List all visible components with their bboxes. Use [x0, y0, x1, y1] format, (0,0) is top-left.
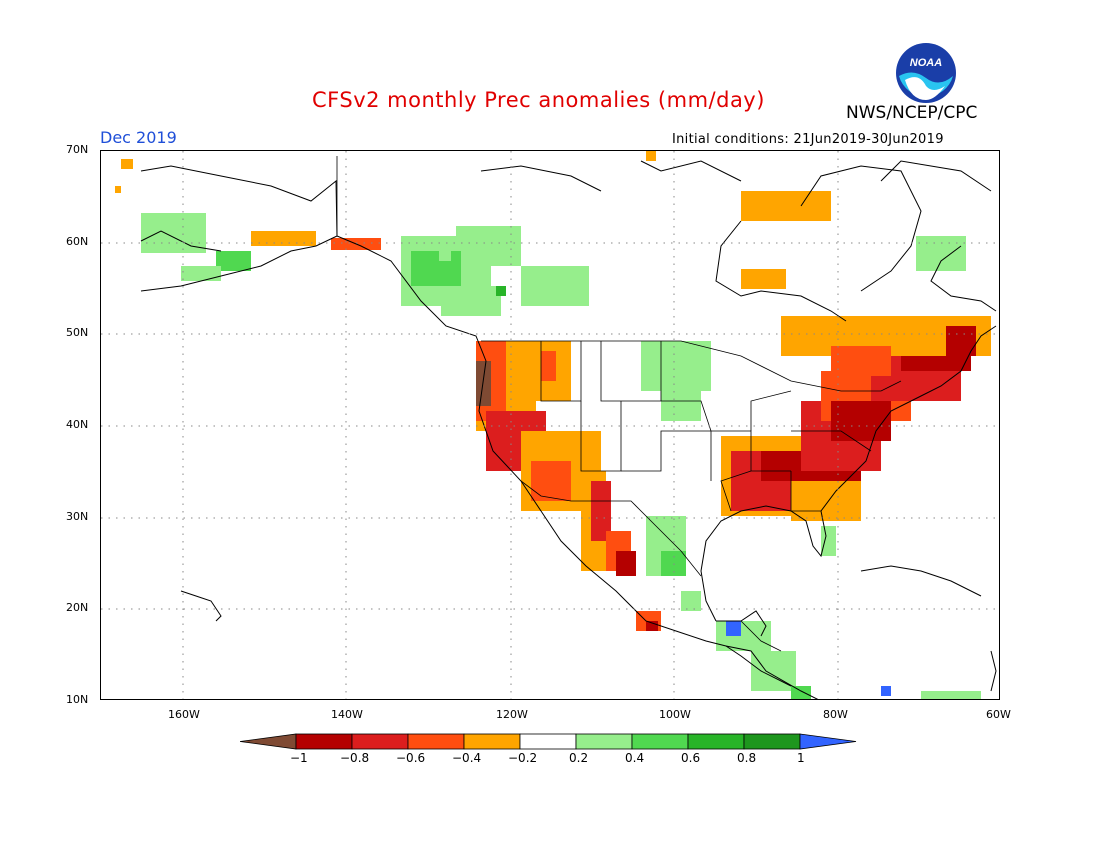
lon-label: 100W — [659, 708, 691, 721]
noaa-logo-text: NOAA — [910, 57, 942, 69]
legend-label: −0.4 — [452, 751, 482, 765]
legend-label: 0.2 — [569, 751, 589, 765]
legend-swatch — [295, 733, 353, 750]
color-legend — [240, 733, 857, 750]
anomaly-shading — [115, 151, 991, 699]
legend-swatch — [799, 733, 857, 750]
organization-label: NWS/NCEP/CPC — [846, 103, 978, 123]
legend-label: 0.4 — [625, 751, 645, 765]
anomaly-map — [101, 151, 999, 699]
lat-label: 70N — [66, 143, 89, 156]
legend-swatch — [743, 733, 801, 750]
lat-label: 40N — [66, 418, 89, 431]
map-title: CFSv2 monthly Prec anomalies (mm/day) — [312, 88, 765, 112]
lat-label: 10N — [66, 693, 89, 706]
lat-label: 50N — [66, 326, 89, 339]
legend-swatch — [351, 733, 409, 750]
map-frame — [100, 150, 1000, 700]
graticule — [101, 151, 999, 699]
lon-label: 120W — [496, 708, 528, 721]
legend-label: 0.8 — [737, 751, 757, 765]
lon-label: 140W — [331, 708, 363, 721]
legend-label: 1 — [797, 751, 805, 765]
lat-label: 30N — [66, 510, 89, 523]
legend-swatch — [463, 733, 521, 750]
legend-swatch — [519, 733, 577, 750]
legend-swatch — [240, 733, 297, 750]
legend-swatch — [631, 733, 689, 750]
noaa-logo-icon: NOAA — [896, 43, 956, 103]
lon-label: 160W — [168, 708, 200, 721]
legend-label: −0.6 — [396, 751, 426, 765]
legend-swatch — [575, 733, 633, 750]
legend-swatch — [407, 733, 465, 750]
coastlines — [140, 160, 997, 699]
political-borders — [336, 156, 902, 652]
legend-label: −0.2 — [508, 751, 538, 765]
legend-label: −1 — [290, 751, 308, 765]
lon-label: 80W — [823, 708, 848, 721]
legend-label: 0.6 — [681, 751, 701, 765]
legend-swatch — [687, 733, 745, 750]
lon-label: 60W — [986, 708, 1011, 721]
legend-label: −0.8 — [340, 751, 370, 765]
initial-conditions: Initial conditions: 21Jun2019-30Jun2019 — [672, 132, 944, 147]
forecast-period: Dec 2019 — [100, 128, 177, 147]
lat-label: 60N — [66, 235, 89, 248]
lat-label: 20N — [66, 601, 89, 614]
